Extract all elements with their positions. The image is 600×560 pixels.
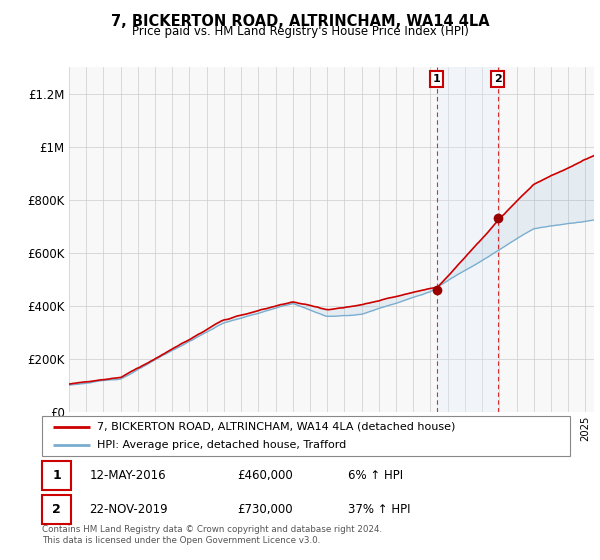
Text: £730,000: £730,000 <box>238 503 293 516</box>
Text: 1: 1 <box>52 469 61 482</box>
Text: 2: 2 <box>52 503 61 516</box>
Bar <box>437 67 497 412</box>
Text: £460,000: £460,000 <box>238 469 293 482</box>
Text: 7, BICKERTON ROAD, ALTRINCHAM, WA14 4LA (detached house): 7, BICKERTON ROAD, ALTRINCHAM, WA14 4LA … <box>97 422 456 432</box>
FancyBboxPatch shape <box>42 416 570 456</box>
Text: 37% ↑ HPI: 37% ↑ HPI <box>348 503 411 516</box>
Text: Contains HM Land Registry data © Crown copyright and database right 2024.
This d: Contains HM Land Registry data © Crown c… <box>42 525 382 545</box>
Text: 12-MAY-2016: 12-MAY-2016 <box>89 469 166 482</box>
FancyBboxPatch shape <box>42 461 71 490</box>
Text: 2: 2 <box>494 74 502 84</box>
Text: 7, BICKERTON ROAD, ALTRINCHAM, WA14 4LA: 7, BICKERTON ROAD, ALTRINCHAM, WA14 4LA <box>110 14 490 29</box>
FancyBboxPatch shape <box>42 495 71 524</box>
Text: 22-NOV-2019: 22-NOV-2019 <box>89 503 168 516</box>
Text: 6% ↑ HPI: 6% ↑ HPI <box>348 469 403 482</box>
Text: HPI: Average price, detached house, Trafford: HPI: Average price, detached house, Traf… <box>97 440 347 450</box>
Text: 1: 1 <box>433 74 441 84</box>
Text: Price paid vs. HM Land Registry's House Price Index (HPI): Price paid vs. HM Land Registry's House … <box>131 25 469 38</box>
